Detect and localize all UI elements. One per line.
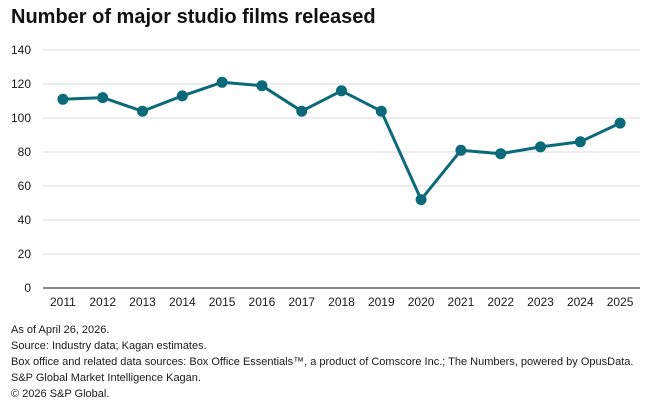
data-point: [614, 117, 626, 129]
y-tick-label: 0: [24, 281, 31, 295]
org-note: S&P Global Market Intelligence Kagan.: [11, 372, 201, 384]
x-tick-label: 2022: [487, 295, 514, 309]
y-tick-label: 60: [18, 179, 32, 193]
gridlines: [43, 49, 640, 289]
source-note: Source: Industry data; Kagan estimates.: [11, 340, 207, 352]
x-tick-label: 2015: [209, 295, 236, 309]
data-point: [97, 92, 109, 104]
data-point: [296, 105, 308, 117]
data-point: [216, 76, 228, 88]
x-tick-label: 2021: [448, 295, 475, 309]
data-point: [137, 105, 148, 117]
y-tick-label: 20: [18, 247, 32, 261]
x-tick-label: 2024: [567, 295, 594, 309]
x-tick-label: 2011: [50, 295, 76, 309]
x-tick-label: 2018: [328, 295, 355, 309]
x-tick-label: 2016: [249, 295, 276, 309]
y-axis-ticks: 0 20 40 60 80 100 120 140: [11, 43, 31, 295]
data-point: [176, 90, 188, 102]
data-point: [375, 105, 387, 117]
x-tick-label: 2025: [607, 295, 634, 309]
as-of-note: As of April 26, 2026.: [11, 324, 110, 336]
y-tick-label: 120: [11, 77, 31, 91]
x-tick-label: 2014: [169, 295, 196, 309]
x-axis-ticks: 2011 2012 2013 2014 2015 2016 2017 2018 2019 2020…: [50, 295, 634, 309]
data-point: [535, 141, 546, 153]
data-point: [57, 93, 69, 105]
x-tick-label: 2020: [408, 295, 435, 309]
chart-title: Number of major studio films released: [11, 6, 376, 28]
x-tick-label: 2013: [129, 295, 156, 309]
y-tick-label: 80: [18, 145, 32, 159]
series-line: [61, 80, 622, 202]
data-point: [415, 194, 427, 206]
x-tick-label: 2023: [527, 295, 554, 309]
y-tick-label: 100: [11, 111, 31, 125]
x-tick-label: 2017: [288, 295, 315, 309]
box-office-note: Box office and related data sources: Box…: [11, 356, 634, 368]
series-layer: [57, 76, 626, 206]
chart-notes: As of April 26, 2026. Source: Industry d…: [11, 322, 633, 402]
y-tick-label: 40: [18, 213, 32, 227]
data-point: [455, 144, 467, 156]
data-point: [574, 136, 586, 148]
data-point: [256, 80, 268, 92]
y-tick-label: 140: [11, 43, 31, 57]
data-point: [336, 85, 347, 97]
x-tick-label: 2012: [89, 295, 116, 309]
copyright-note: © 2026 S&P Global.: [11, 388, 110, 400]
data-point: [495, 148, 507, 160]
x-tick-label: 2019: [368, 295, 395, 309]
